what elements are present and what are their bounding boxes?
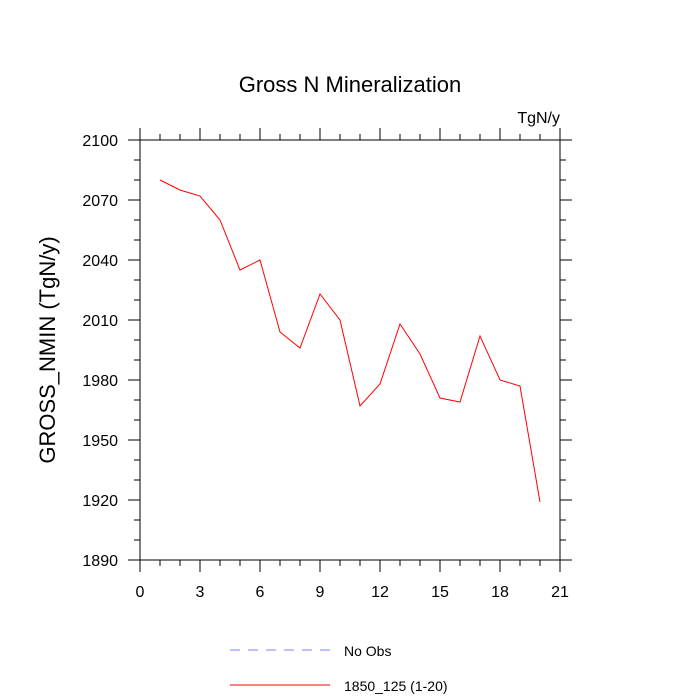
x-tick-label: 3 <box>196 584 205 601</box>
axis-ticks <box>128 128 572 572</box>
x-tick-label: 12 <box>371 584 389 601</box>
y-tick-label: 2040 <box>82 253 118 270</box>
chart-title: Gross N Mineralization <box>239 72 462 97</box>
y-tick-label: 1950 <box>82 433 118 450</box>
x-tick-label: 15 <box>431 584 449 601</box>
y-tick-label: 1890 <box>82 553 118 570</box>
series-line-1 <box>159 179 541 503</box>
x-tick-label: 18 <box>491 584 509 601</box>
y-tick-label: 1920 <box>82 493 118 510</box>
y-tick-label: 2070 <box>82 193 118 210</box>
x-tick-label: 21 <box>551 584 569 601</box>
x-tick-label: 6 <box>256 584 265 601</box>
y-axis-label: GROSS_NMIN (TgN/y) <box>35 236 60 463</box>
legend-label-1850-125: 1850_125 (1-20) <box>344 678 448 694</box>
y-tick-labels: 1890 1920 1950 1980 2010 2040 2070 2100 <box>82 133 118 570</box>
x-tick-label: 0 <box>136 584 145 601</box>
legend: No Obs 1850_125 (1-20) <box>230 643 448 694</box>
plot-frame <box>139 139 561 561</box>
y-tick-label: 2010 <box>82 313 118 330</box>
legend-label-no-obs: No Obs <box>344 643 391 659</box>
y-tick-label: 1980 <box>82 373 118 390</box>
units-label: TgN/y <box>517 110 560 127</box>
series-layer <box>159 179 541 503</box>
x-tick-labels: 0 3 6 9 12 15 18 21 <box>136 584 569 601</box>
x-tick-label: 9 <box>316 584 325 601</box>
y-tick-label: 2100 <box>82 133 118 150</box>
